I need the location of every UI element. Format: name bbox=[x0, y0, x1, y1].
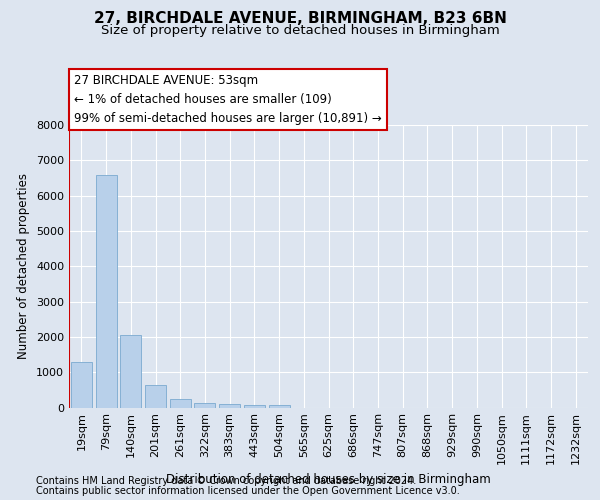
Text: 27 BIRCHDALE AVENUE: 53sqm
← 1% of detached houses are smaller (109)
99% of semi: 27 BIRCHDALE AVENUE: 53sqm ← 1% of detac… bbox=[74, 74, 382, 125]
Bar bbox=[269, 406, 290, 407]
Bar bbox=[219, 404, 240, 407]
Text: 27, BIRCHDALE AVENUE, BIRMINGHAM, B23 6BN: 27, BIRCHDALE AVENUE, BIRMINGHAM, B23 6B… bbox=[94, 11, 506, 26]
Bar bbox=[120, 335, 141, 407]
Bar bbox=[194, 404, 215, 407]
Y-axis label: Number of detached properties: Number of detached properties bbox=[17, 174, 31, 359]
Bar bbox=[145, 385, 166, 407]
Text: Contains HM Land Registry data © Crown copyright and database right 2024.: Contains HM Land Registry data © Crown c… bbox=[36, 476, 416, 486]
Bar bbox=[244, 406, 265, 407]
Text: Size of property relative to detached houses in Birmingham: Size of property relative to detached ho… bbox=[101, 24, 499, 37]
Bar bbox=[170, 398, 191, 407]
X-axis label: Distribution of detached houses by size in Birmingham: Distribution of detached houses by size … bbox=[166, 472, 491, 486]
Text: Contains public sector information licensed under the Open Government Licence v3: Contains public sector information licen… bbox=[36, 486, 460, 496]
Bar bbox=[95, 175, 116, 408]
Bar bbox=[71, 362, 92, 408]
